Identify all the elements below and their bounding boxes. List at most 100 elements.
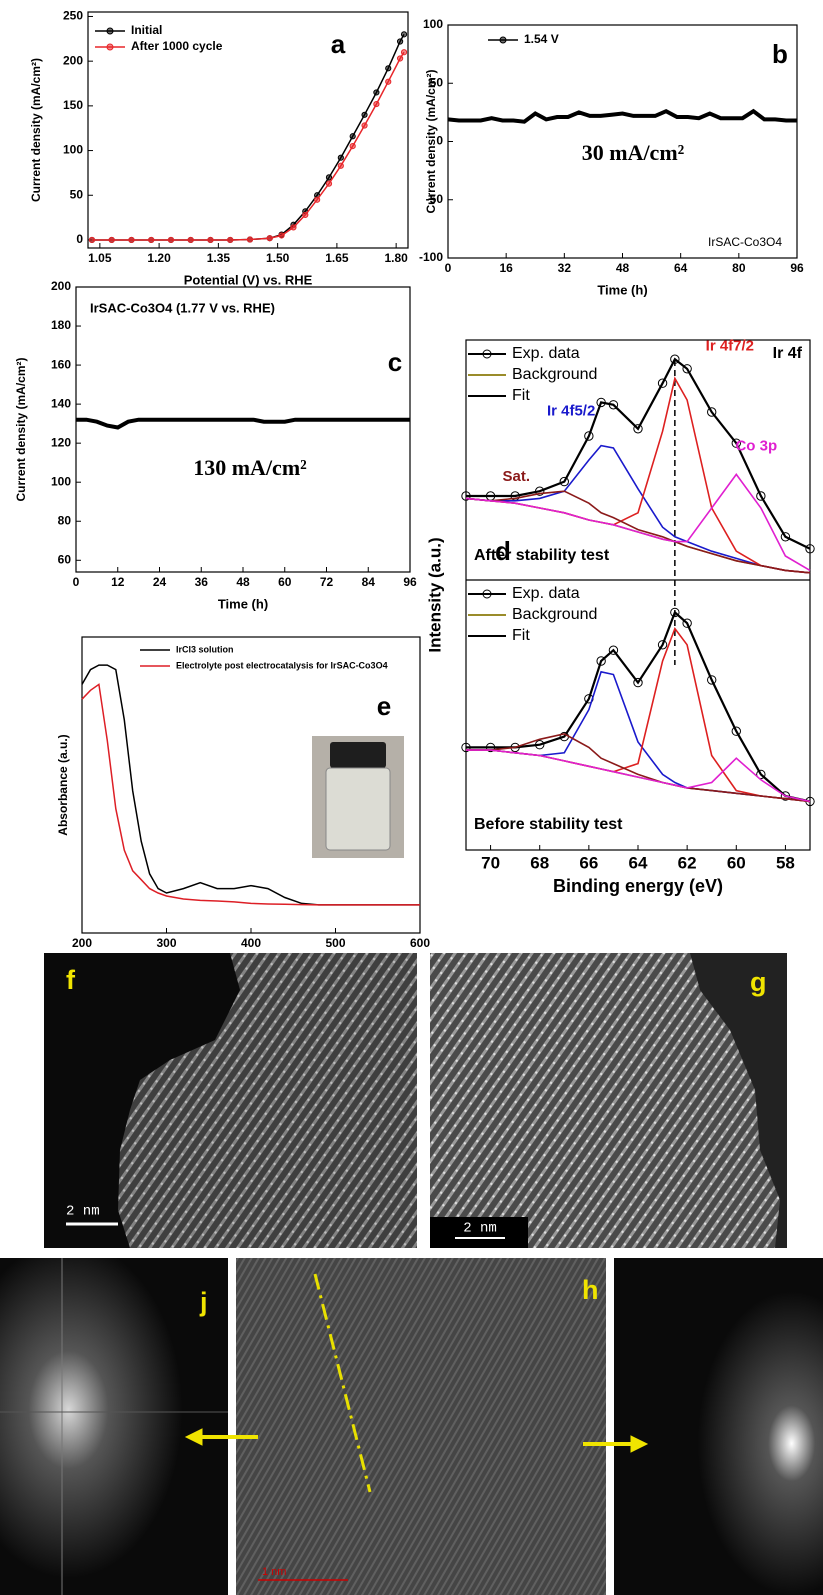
legend-marker (500, 37, 506, 43)
x-tick-label: 80 (732, 261, 746, 275)
series-line (76, 420, 410, 428)
figure: f 2 nm g 2 nm j h 1 nm 1.051.201.351.501… (0, 0, 823, 1595)
x-tick-label: 60 (278, 575, 292, 589)
data-point (315, 197, 320, 202)
y-axis-label: Absorbance (a.u.) (56, 734, 70, 835)
y-tick-label: 120 (51, 435, 71, 449)
data-point (350, 143, 355, 148)
y-tick-label: 180 (51, 318, 71, 332)
data-point (350, 134, 355, 139)
corner-label: Ir 4f (773, 345, 803, 362)
y-axis-label: Current density (mA/cm²) (14, 357, 28, 501)
data-point (188, 237, 193, 242)
data-point (129, 237, 134, 242)
panel-label: c (388, 347, 402, 377)
data-point (362, 123, 367, 128)
series-line (466, 672, 810, 802)
panel-title: After stability test (474, 547, 610, 564)
y-axis-label: Intensity (a.u.) (425, 537, 444, 652)
x-tick-label: 200 (72, 936, 92, 950)
x-tick-label: 36 (195, 575, 209, 589)
panel-label: g (750, 967, 767, 997)
legend-marker (107, 28, 113, 34)
y-tick-label: 200 (51, 279, 71, 293)
x-tick-label: 48 (616, 261, 630, 275)
x-tick-label: 500 (325, 936, 345, 950)
x-tick-label: 16 (499, 261, 513, 275)
peak-label: Ir 4f5/2 (547, 403, 595, 420)
y-tick-label: 50 (70, 187, 84, 201)
y-tick-label: 250 (63, 9, 83, 23)
series-line (92, 52, 404, 240)
y-tick-label: 60 (58, 552, 72, 566)
x-tick-label: 96 (790, 261, 804, 275)
panel-label: h (582, 1275, 599, 1305)
x-tick-label: 72 (320, 575, 334, 589)
y-tick-label: 200 (63, 53, 83, 67)
image-h: h 1 nm (236, 1258, 606, 1595)
data-point (267, 236, 272, 241)
data-point (326, 181, 331, 186)
x-tick-label: 64 (629, 853, 648, 872)
x-tick-label: 12 (111, 575, 125, 589)
y-tick-label: 140 (51, 396, 71, 410)
image-g: g 2 nm (430, 953, 787, 1248)
peak-label: Co 3p (735, 437, 777, 454)
legend-label: Fit (512, 387, 530, 404)
y-axis-label: Current density (mA/cm²) (29, 58, 43, 202)
y-axis-label: Current density (mA/cm²) (424, 69, 438, 213)
x-tick-label: 600 (410, 936, 430, 950)
x-tick-label: 68 (530, 853, 549, 872)
legend-label: Fit (512, 627, 530, 644)
scale-bar-label: 2 nm (463, 1221, 497, 1237)
x-tick-label: 1.80 (384, 251, 408, 265)
panel-label: e (377, 691, 391, 721)
x-tick-label: 32 (558, 261, 572, 275)
legend-label: Background (512, 366, 597, 383)
inset-vial (326, 768, 390, 850)
x-axis-label: Potential (V) vs. RHE (184, 272, 313, 287)
image-j: j (0, 1258, 228, 1595)
chart-title: IrSAC-Co3O4 (1.77 V vs. RHE) (90, 300, 275, 315)
data-point (338, 155, 343, 160)
x-tick-label: 1.05 (88, 251, 112, 265)
y-tick-label: 100 (423, 17, 443, 31)
data-point (149, 237, 154, 242)
panel-label: f (66, 965, 76, 995)
x-tick-label: 60 (727, 853, 746, 872)
data-point (89, 237, 94, 242)
legend-label: Exp. data (512, 345, 580, 362)
data-point (109, 237, 114, 242)
x-tick-label: 1.50 (266, 251, 290, 265)
scale-bar-label: 2 nm (66, 1204, 100, 1220)
image-fft (614, 1258, 823, 1595)
legend-label: Background (512, 606, 597, 623)
data-point (326, 175, 331, 180)
legend-label: Exp. data (512, 585, 580, 602)
peak-label: Ir 4f7/2 (706, 337, 754, 354)
x-tick-label: 0 (73, 575, 80, 589)
legend-label: Initial (131, 23, 162, 37)
panel-label: b (772, 39, 788, 69)
series-line (466, 629, 810, 802)
y-tick-label: 0 (76, 232, 83, 246)
y-tick-label: -100 (419, 250, 443, 264)
y-tick-label: 100 (63, 143, 83, 157)
legend-marker (107, 44, 113, 50)
data-point (338, 163, 343, 168)
x-axis-label: Time (h) (597, 282, 647, 297)
series-line (448, 111, 797, 122)
x-tick-label: 96 (403, 575, 417, 589)
annotation: IrSAC-Co3O4 (708, 235, 782, 249)
annotation: 130 mA/cm² (193, 455, 307, 480)
data-point (362, 112, 367, 117)
data-point (401, 32, 406, 37)
data-point (208, 237, 213, 242)
data-point (397, 39, 402, 44)
x-axis-label: Binding energy (eV) (553, 876, 723, 896)
x-tick-label: 70 (481, 853, 500, 872)
x-tick-label: 48 (236, 575, 250, 589)
data-point (401, 50, 406, 55)
x-tick-label: 0 (445, 261, 452, 275)
